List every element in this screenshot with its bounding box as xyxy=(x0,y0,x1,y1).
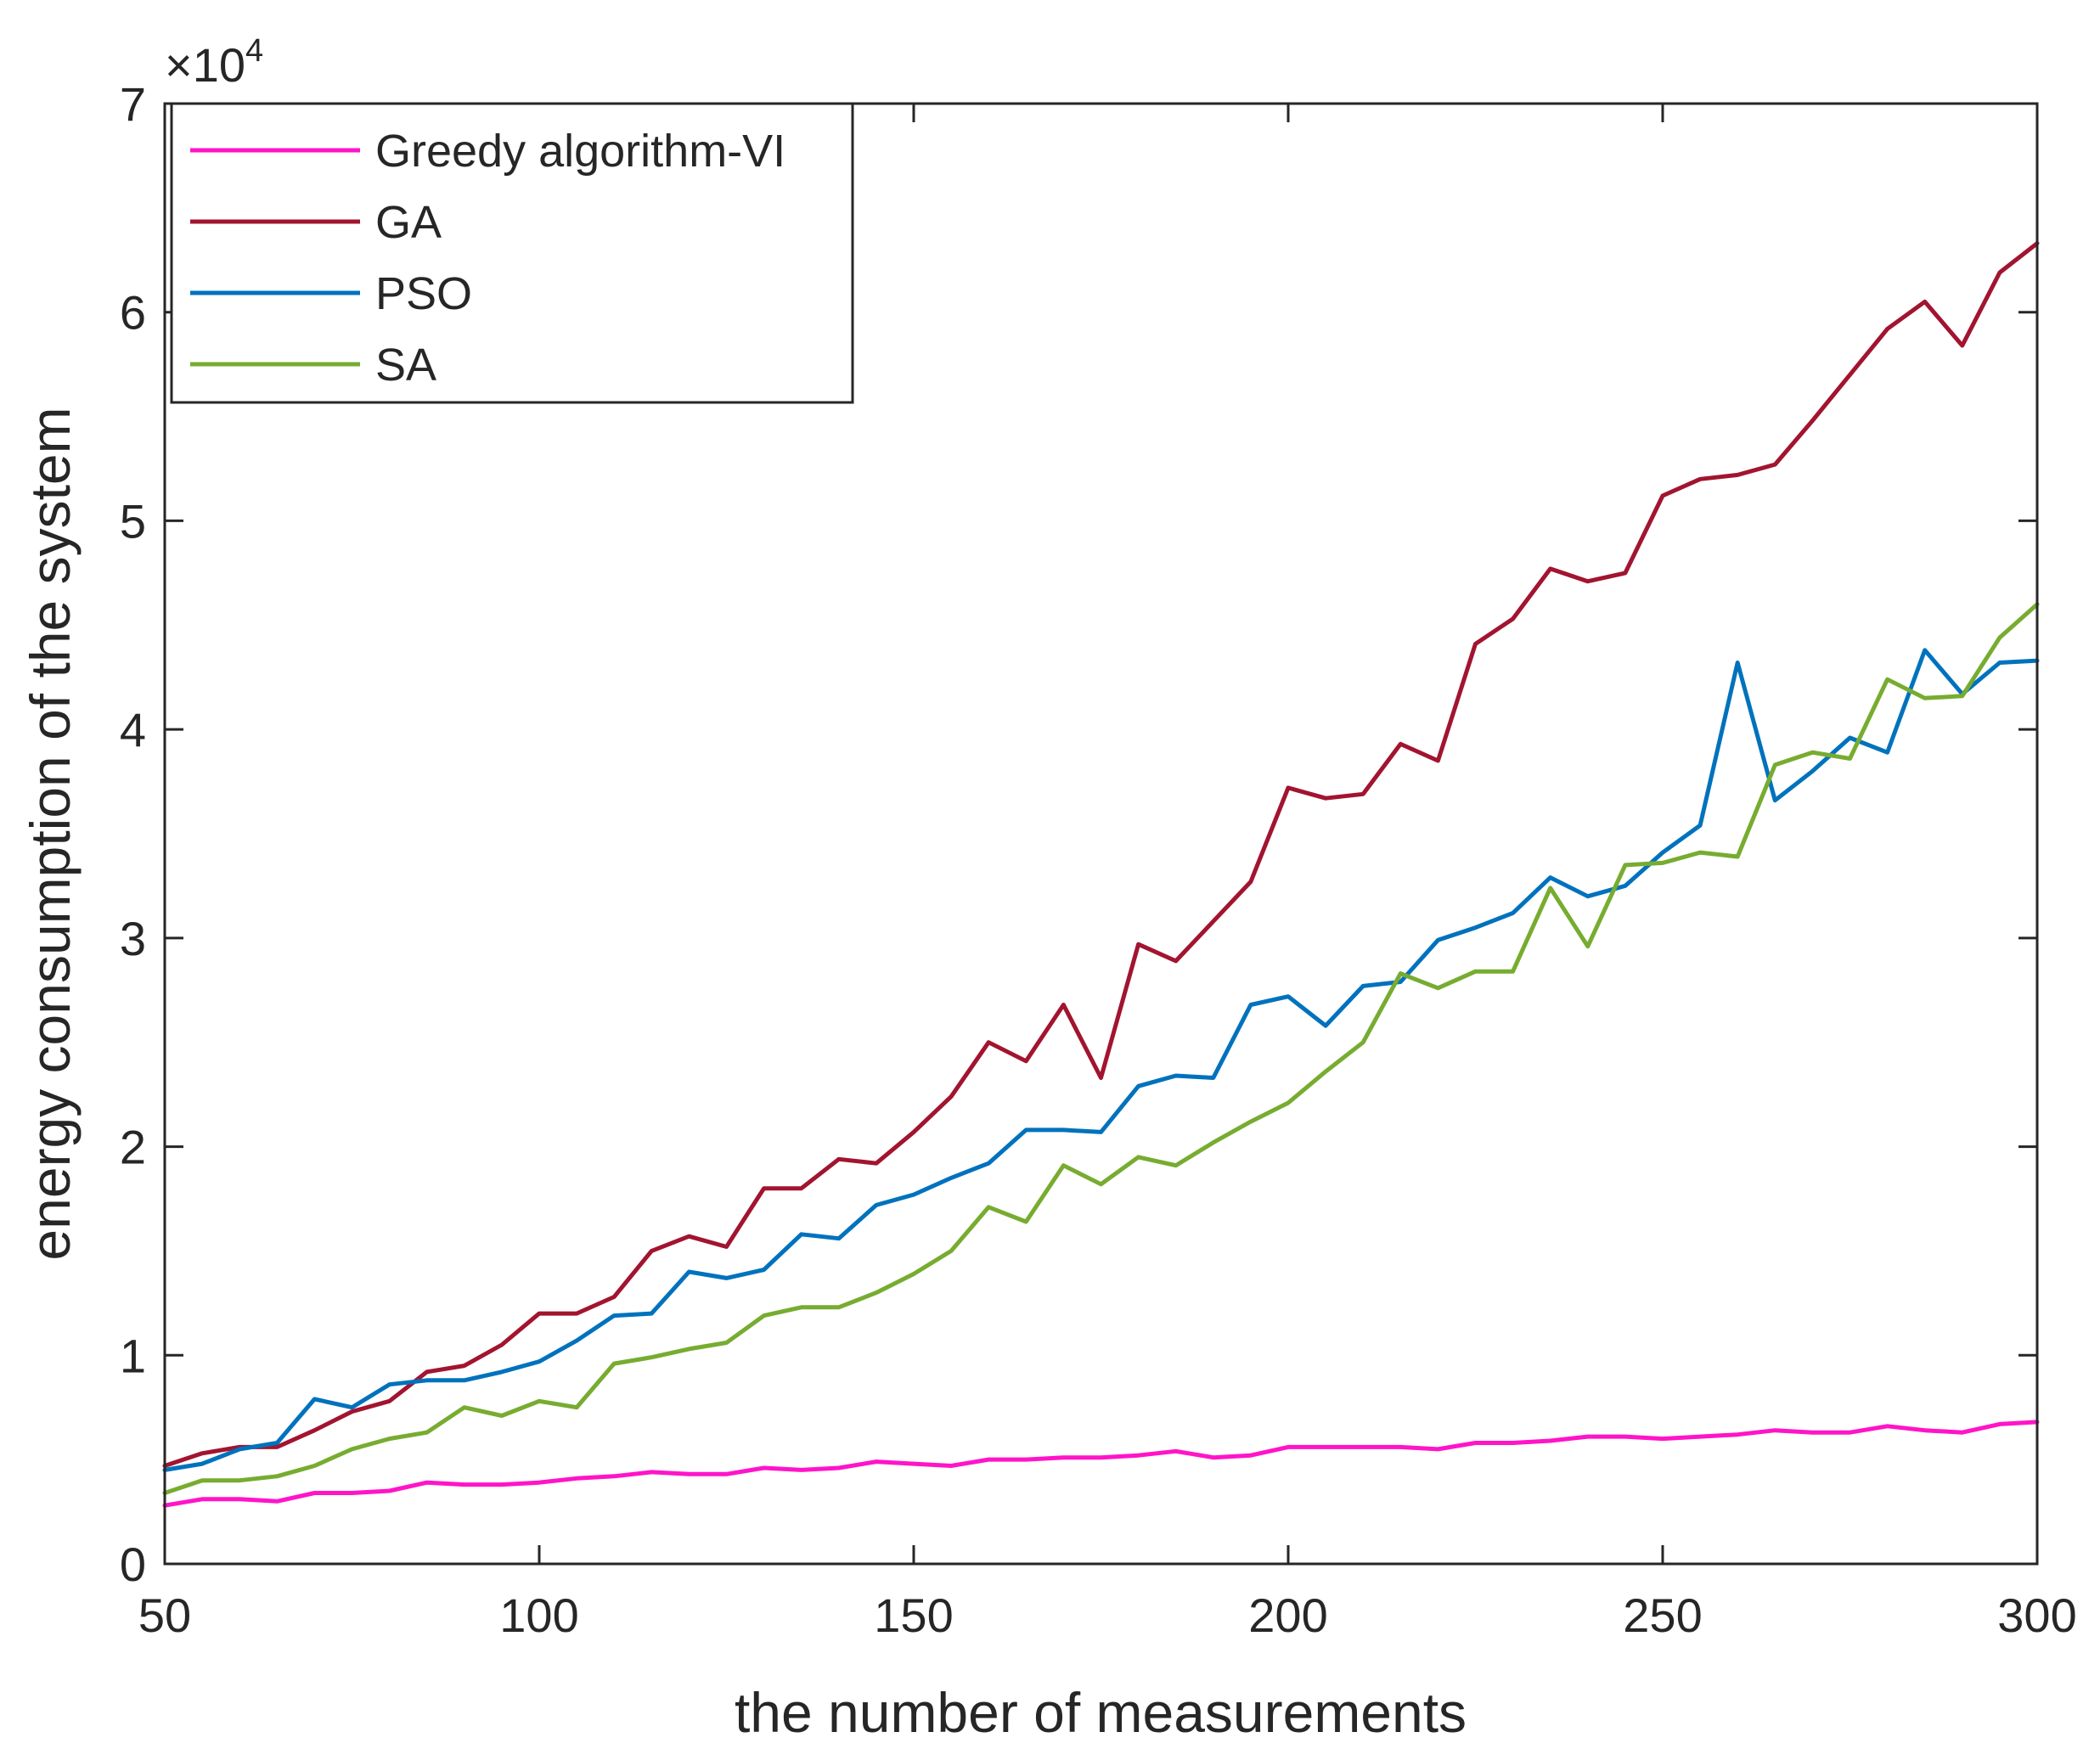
y-tick-label: 3 xyxy=(120,912,146,965)
y-tick-label: 0 xyxy=(120,1538,146,1591)
legend: Greedy algorithm-VI GA PSO SA xyxy=(170,102,854,404)
y-tick-label: 2 xyxy=(120,1121,146,1174)
legend-box xyxy=(170,102,854,404)
legend-label-1: GA xyxy=(375,197,442,248)
x-tick-label: 250 xyxy=(1623,1588,1702,1642)
x-tick-label: 300 xyxy=(1997,1588,2076,1642)
series-line-3 xyxy=(162,602,2040,1495)
y-tick-label: 1 xyxy=(120,1329,146,1382)
legend-label-0: Greedy algorithm-VI xyxy=(375,126,785,177)
y-tick-label: 5 xyxy=(120,494,146,548)
x-tick-label: 100 xyxy=(499,1588,578,1642)
tick-layer: 50 100 150 200 250 300 0 1 2 3 4 5 6 7 xyxy=(120,77,2077,1642)
x-axis-title: the number of measurements xyxy=(735,1681,1467,1744)
axes-box xyxy=(163,102,2039,1566)
y-axis-title: energy consumption of the system xyxy=(19,407,82,1260)
y-tick-label: 6 xyxy=(120,286,146,340)
y-tick-label: 7 xyxy=(120,77,146,131)
x-tick-label: 200 xyxy=(1248,1588,1327,1642)
legend-label-2: PSO xyxy=(375,268,472,319)
y-exponent-label: ×104 xyxy=(165,33,263,92)
series-line-2 xyxy=(162,648,2040,1472)
series-layer xyxy=(162,241,2040,1508)
x-tick-label: 150 xyxy=(874,1588,953,1642)
legend-label-3: SA xyxy=(375,340,436,391)
y-tick-label: 4 xyxy=(120,703,146,756)
x-tick-label: 50 xyxy=(138,1588,191,1642)
series-line-1 xyxy=(162,241,2040,1468)
series-line-0 xyxy=(162,1420,2040,1508)
